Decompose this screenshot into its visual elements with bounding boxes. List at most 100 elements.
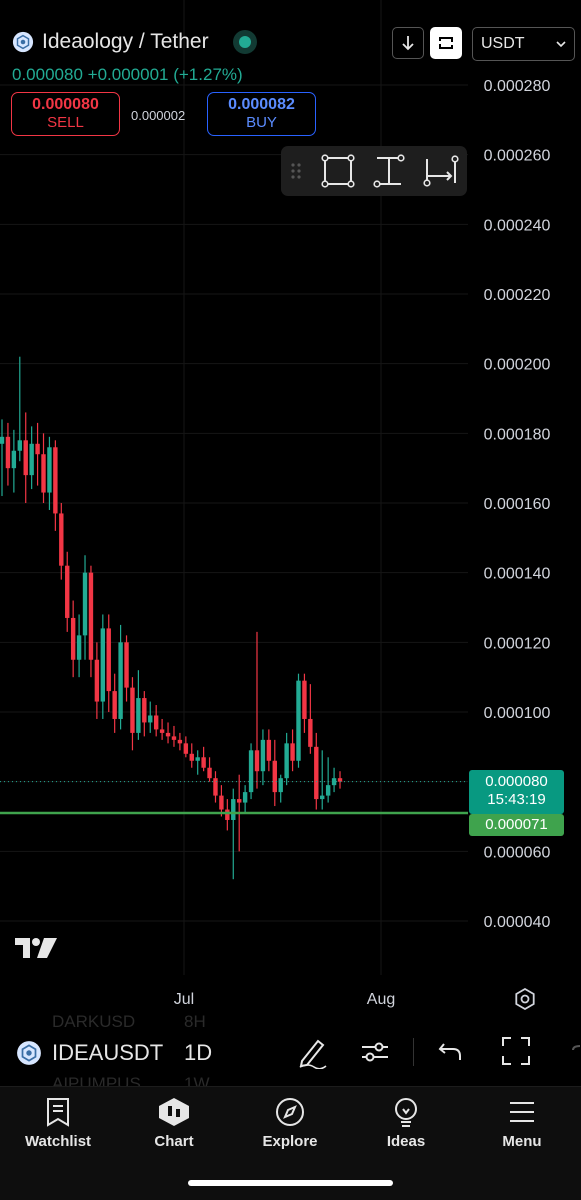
- buy-label: BUY: [246, 114, 277, 132]
- price-range-tool-icon[interactable]: [363, 146, 415, 196]
- candle-body: [278, 778, 283, 793]
- candle: [290, 729, 295, 772]
- price-summary: 0.000080 +0.000001 (+1.27%): [12, 65, 243, 85]
- candle: [5, 422, 11, 486]
- price-axis-label: 0.000200: [484, 357, 551, 374]
- candle: [207, 757, 212, 782]
- scroll-down-button[interactable]: [392, 27, 424, 59]
- candle-body: [254, 750, 260, 772]
- price-axis[interactable]: 0.000280 0.000260 0.000240 0.000220 0.000200…: [484, 78, 551, 931]
- fullscreen-icon[interactable]: [501, 1036, 531, 1066]
- price-axis-label: 0.000280: [484, 78, 551, 95]
- interval-button[interactable]: 1D: [184, 1040, 213, 1065]
- candle: [165, 722, 171, 744]
- date-range-tool-icon[interactable]: [415, 146, 467, 196]
- candle: [94, 642, 100, 719]
- candle-body: [290, 743, 295, 761]
- candle: [100, 614, 106, 719]
- candle-body: [213, 778, 218, 796]
- nav-chart[interactable]: Chart: [116, 1097, 232, 1150]
- candle: [130, 677, 135, 751]
- price-chart[interactable]: 0.000280 0.000260 0.000240 0.000220 0.000200…: [0, 0, 581, 1020]
- time-axis-label: Aug: [367, 991, 395, 1008]
- candle-body: [53, 447, 58, 514]
- buy-button[interactable]: 0.000082 BUY: [207, 92, 316, 136]
- spread-value: 0.000002: [131, 108, 186, 123]
- undo-icon[interactable]: [438, 1040, 464, 1064]
- price-axis-label: 0.000040: [484, 914, 551, 931]
- candle: [82, 555, 88, 660]
- candle: [76, 614, 82, 678]
- nav-menu[interactable]: Menu: [464, 1097, 580, 1150]
- nav-ideas[interactable]: Ideas: [348, 1097, 464, 1150]
- candle-body: [100, 628, 106, 702]
- sell-button[interactable]: 0.000080 SELL: [11, 92, 120, 136]
- sell-price: 0.000080: [32, 96, 99, 113]
- candle-body: [148, 715, 153, 723]
- ghost-symbol-above: DARKUSD: [52, 1012, 136, 1031]
- drag-handle-icon[interactable]: [281, 146, 311, 196]
- price-axis-label: 0.000220: [484, 287, 551, 304]
- tradingview-logo-icon[interactable]: [14, 936, 58, 962]
- candle: [159, 718, 165, 740]
- nav-watchlist-label: Watchlist: [24, 1133, 92, 1150]
- bar-countdown: 15:43:19: [487, 791, 546, 808]
- compass-icon: [276, 1098, 304, 1126]
- candle-body: [11, 450, 17, 469]
- candle: [112, 673, 117, 733]
- candle-body: [112, 691, 117, 719]
- nav-chart-label: Chart: [154, 1133, 194, 1150]
- ghost-interval-above: 8H: [184, 1012, 206, 1031]
- candle-body: [76, 635, 82, 660]
- candle: [23, 412, 28, 503]
- symbol-search-button[interactable]: IDEAUSDT: [52, 1040, 164, 1065]
- price-axis-label: 0.000180: [484, 426, 551, 443]
- candle-body: [242, 792, 248, 803]
- candle-body: [106, 628, 111, 692]
- nav-explore[interactable]: Explore: [232, 1097, 348, 1150]
- price-change-percent: (+1.27%): [173, 65, 243, 84]
- time-axis[interactable]: Jul Aug: [174, 991, 395, 1008]
- candle: [0, 419, 5, 497]
- price-axis-label: 0.000060: [484, 844, 551, 861]
- candle-body: [207, 767, 212, 779]
- candle: [337, 771, 343, 789]
- currency-select[interactable]: USDT: [472, 27, 575, 61]
- sync-chart-button[interactable]: [430, 27, 462, 59]
- candles: [0, 356, 343, 880]
- candle: [260, 729, 266, 786]
- last-price: 0.000080: [12, 65, 83, 84]
- candle-body: [183, 743, 189, 754]
- lightbulb-icon: [395, 1098, 417, 1127]
- candle-body: [118, 642, 123, 719]
- indicators-icon[interactable]: [360, 1038, 390, 1066]
- candle-body: [201, 757, 206, 768]
- rectangle-tool-icon[interactable]: [311, 146, 363, 196]
- drawing-toolbar[interactable]: [281, 146, 467, 196]
- nav-watchlist[interactable]: Watchlist: [0, 1097, 116, 1150]
- currency-value: USDT: [481, 35, 525, 52]
- chevron-down-icon: [556, 41, 566, 48]
- candle-body: [23, 440, 28, 476]
- candle-body: [189, 753, 194, 761]
- candle: [248, 743, 254, 800]
- symbol-coin-icon[interactable]: [16, 1040, 42, 1066]
- candle: [302, 673, 307, 733]
- arrow-down-icon: [402, 36, 414, 51]
- candle: [41, 433, 46, 503]
- symbol-header[interactable]: Ideaology / Tether: [12, 30, 251, 54]
- candle: [35, 422, 40, 486]
- ideaology-coin-icon: [12, 31, 34, 53]
- chart-icon: [159, 1098, 189, 1126]
- candle: [11, 429, 17, 493]
- chart-settings-icon[interactable]: [514, 988, 536, 1010]
- candle: [272, 739, 277, 807]
- redo-icon[interactable]: [568, 1040, 581, 1064]
- bottom-navigation: Watchlist Chart Explore Ideas Menu: [0, 1086, 581, 1200]
- drawing-tools-icon[interactable]: [296, 1035, 328, 1069]
- current-price-tag: 0.000080 15:43:19: [469, 770, 564, 814]
- market-open-icon: [238, 36, 251, 48]
- candle-body: [314, 746, 319, 800]
- candle: [136, 670, 141, 740]
- candle: [153, 705, 159, 737]
